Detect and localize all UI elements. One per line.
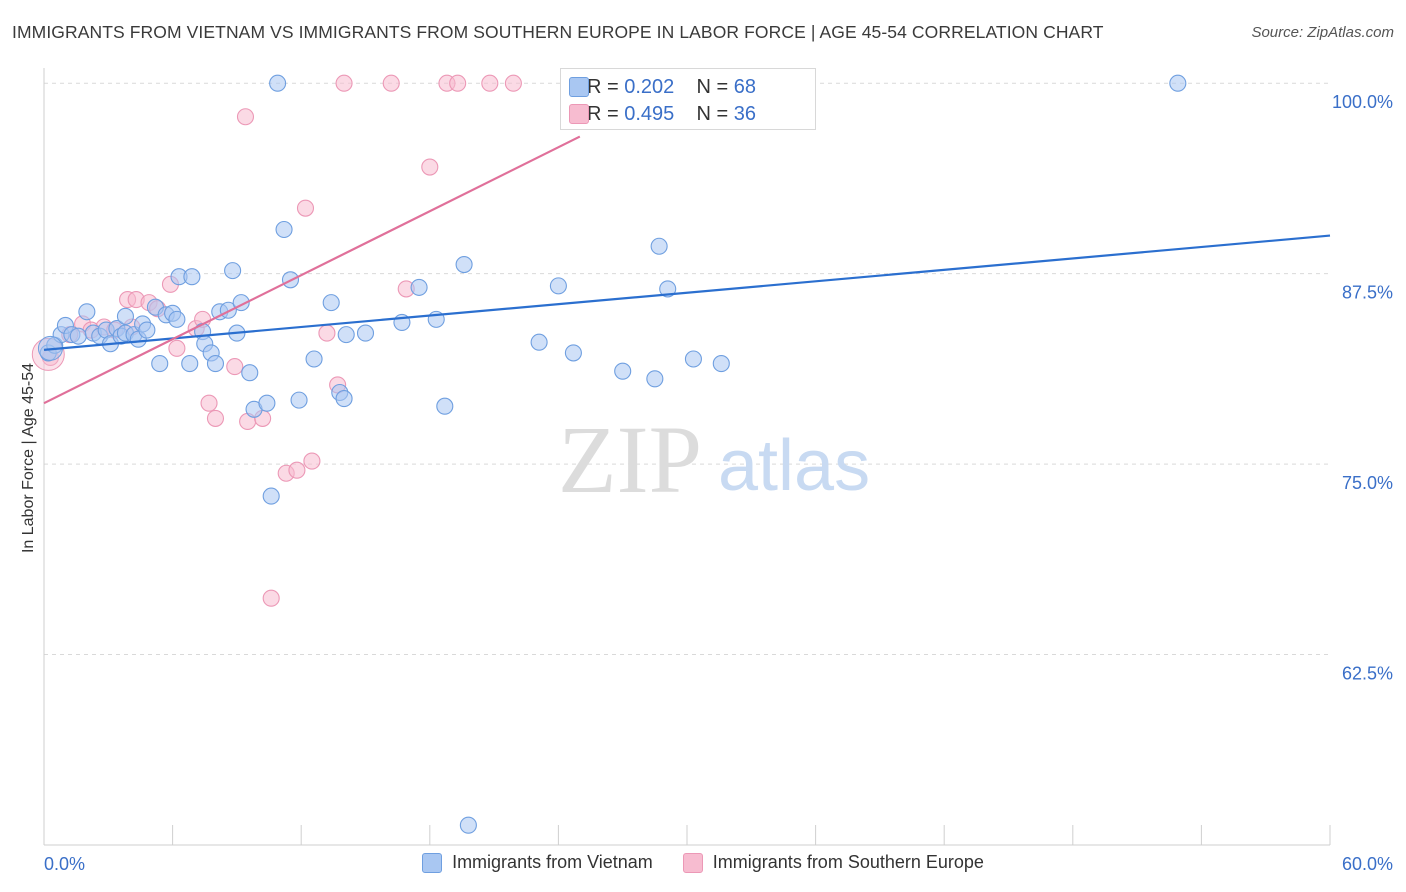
southern-europe-point — [481, 74, 499, 92]
stats-r-label: R = — [587, 102, 619, 125]
vietnam-point — [712, 355, 730, 373]
x-tick-labels: 0.0% 60.0% — [44, 854, 1393, 874]
legend-swatch-vietnam — [422, 852, 443, 873]
watermark-atlas: atlas — [718, 426, 870, 506]
southern-europe-point — [303, 452, 321, 470]
x-tick-label: 0.0% — [44, 854, 85, 874]
stats-n-value: 68 — [733, 75, 757, 98]
southern-europe-point — [288, 461, 306, 479]
vietnam-point — [168, 310, 186, 328]
legend-item-vietnam[interactable]: Immigrants from Vietnam — [422, 852, 653, 873]
vietnam-point — [335, 390, 353, 408]
southern-europe-point — [226, 358, 244, 376]
vietnam-point — [530, 333, 548, 351]
vietnam-point — [650, 237, 668, 255]
southern-europe-point — [200, 394, 218, 412]
vietnam-point — [290, 391, 308, 409]
chart-source: Source: ZipAtlas.com — [1251, 24, 1394, 41]
vietnam-point — [69, 327, 87, 345]
stats-n-label: N = — [696, 75, 729, 98]
southern-europe-point — [382, 74, 400, 92]
chart-title: IMMIGRANTS FROM VIETNAM VS IMMIGRANTS FR… — [12, 22, 1104, 42]
vietnam-point — [455, 255, 473, 274]
vietnam-point — [684, 350, 702, 368]
vietnam-point — [241, 364, 259, 382]
vietnam-point — [206, 355, 225, 373]
southern-europe-point — [296, 199, 315, 217]
stats-row-southern-europe: R = 0.495 N = 36 — [569, 101, 757, 127]
stats-n-label: N = — [696, 102, 729, 125]
vietnam-point — [78, 303, 96, 321]
southern-europe-point — [421, 158, 439, 176]
vietnam-point — [275, 220, 293, 239]
southern-europe-point — [504, 74, 522, 92]
vietnam-point — [614, 362, 632, 380]
y-tick-label: 87.5% — [1342, 283, 1393, 303]
southern-europe-point — [168, 339, 186, 357]
southern-europe-point — [206, 409, 225, 427]
legend-label-southern-europe: Immigrants from Southern Europe — [712, 852, 984, 872]
stats-n-value: 36 — [733, 102, 757, 125]
vietnam-point — [549, 277, 567, 295]
stats-r-label: R = — [587, 75, 619, 98]
x-tick-label: 60.0% — [1342, 854, 1393, 874]
vietnam-point — [116, 307, 134, 325]
y-tick-label: 62.5% — [1342, 664, 1393, 684]
southern-europe-point — [335, 74, 353, 92]
southern-europe-point — [318, 324, 336, 342]
southern-europe-trend-line — [43, 135, 581, 405]
vietnam-point — [322, 294, 340, 312]
series-vietnam-points — [37, 74, 1187, 834]
axes — [43, 68, 1331, 846]
y-tick-label: 100.0% — [1332, 92, 1393, 112]
vietnam-point — [646, 370, 664, 388]
y-tick-label: 75.0% — [1342, 473, 1393, 493]
vietnam-point — [183, 268, 201, 286]
stats-r-value: 0.202 — [624, 75, 675, 98]
vietnam-point — [151, 355, 169, 373]
stats-row-vietnam: R = 0.202 N = 68 — [569, 74, 757, 100]
southern-europe-point — [449, 74, 467, 92]
stats-swatch-southern-europe — [569, 104, 589, 124]
legend-item-southern-europe[interactable]: Immigrants from Southern Europe — [682, 852, 984, 873]
vietnam-point — [305, 350, 323, 368]
vietnam-point — [459, 816, 477, 834]
vietnam-point — [436, 397, 454, 415]
vietnam-point — [262, 487, 280, 505]
vietnam-point — [337, 326, 355, 344]
chart-legend: Immigrants from Vietnam Immigrants from … — [0, 852, 1406, 873]
legend-swatch-southern-europe — [682, 852, 703, 873]
vietnam-point — [258, 394, 276, 412]
vietnam-point — [224, 262, 242, 280]
stats-r-value: 0.495 — [624, 102, 675, 125]
vietnam-point — [659, 280, 677, 298]
southern-europe-point — [262, 589, 280, 607]
southern-europe-point — [236, 108, 255, 126]
trend-lines — [43, 135, 1331, 405]
vietnam-point — [356, 324, 375, 342]
vietnam-point — [410, 278, 428, 296]
y-axis-label: In Labor Force | Age 45-54 — [20, 362, 37, 554]
vietnam-point — [564, 344, 582, 362]
vietnam-point — [1169, 74, 1187, 92]
y-tick-labels: 100.0% 87.5% 75.0% 62.5% — [1332, 92, 1393, 683]
watermark-zip: ZIP — [558, 406, 702, 513]
stats-swatch-vietnam — [569, 77, 589, 97]
legend-label-vietnam: Immigrants from Vietnam — [452, 852, 653, 872]
vietnam-trend-line — [43, 234, 1331, 351]
stats-legend: R = 0.202 N = 68 R = 0.495 N = 36 — [560, 68, 816, 130]
vietnam-point — [269, 74, 287, 92]
vietnam-point — [181, 355, 199, 373]
vietnam-point — [138, 321, 156, 339]
